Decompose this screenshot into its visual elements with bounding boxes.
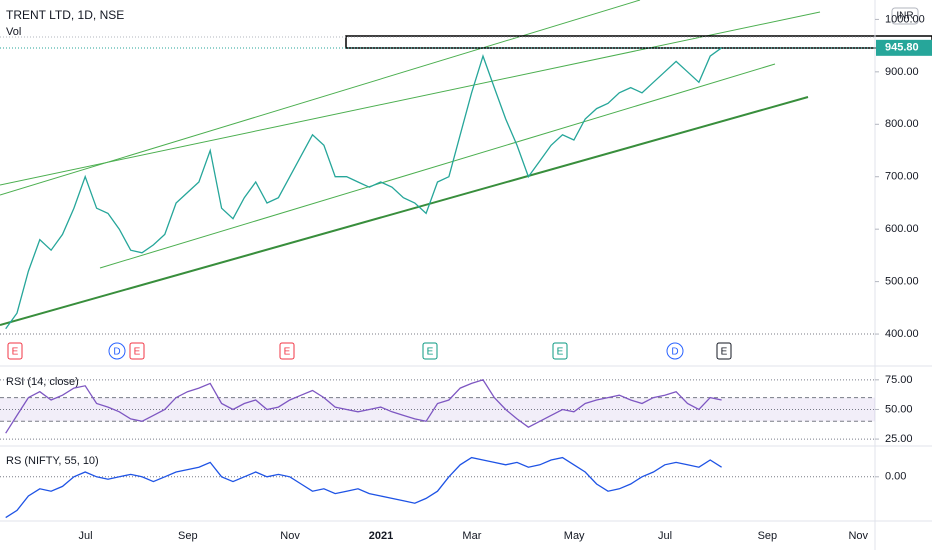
y-tick-label: 1000.00 (885, 13, 925, 25)
currency-badge[interactable] (891, 7, 919, 25)
last-price-label: 945.80 (885, 42, 919, 54)
symbol-title: TRENT LTD, 1D, NSE (6, 8, 124, 22)
series-line (5, 456, 722, 519)
trend-line (99, 63, 776, 269)
event-badge (716, 342, 732, 360)
x-tick-label: Sep (178, 530, 198, 542)
y-tick-label: 75.00 (885, 374, 913, 386)
last-price-box (876, 39, 932, 56)
y-tick-label: 50.00 (885, 403, 913, 415)
drawings (0, 0, 932, 326)
event-label: E (557, 347, 564, 358)
currency[interactable]: INR (896, 11, 913, 22)
event-badge (552, 342, 568, 360)
y-tick-label: 500.00 (885, 276, 919, 288)
event-label: E (134, 347, 141, 358)
event-label: D (671, 347, 678, 358)
trend-line (0, 96, 809, 326)
event-badge (7, 342, 23, 360)
trend-line (0, 11, 821, 186)
price-zone (345, 35, 932, 49)
event-label: E (427, 347, 434, 358)
event-badge (666, 342, 684, 360)
y-tick-label: 25.00 (885, 433, 913, 445)
y-tick-label: 0.00 (885, 471, 906, 483)
event-label: E (284, 347, 291, 358)
x-tick-label: Mar (462, 530, 481, 542)
y-tick-label: 600.00 (885, 223, 919, 235)
event-badge (108, 342, 126, 360)
x-tick-label: Jul (79, 530, 93, 542)
rsi-title: RSI (14, close) (6, 376, 79, 388)
x-tick-label: Nov (848, 530, 868, 542)
y-tick-label: 400.00 (885, 328, 919, 340)
x-tick-label: May (564, 530, 585, 542)
rsi-band (0, 397, 875, 422)
event-badge (279, 342, 295, 360)
x-tick-label: Nov (280, 530, 300, 542)
y-tick-label: 700.00 (885, 171, 919, 183)
event-label: E (721, 347, 728, 358)
x-tick-label: Jul (658, 530, 672, 542)
y-tick-label: 800.00 (885, 118, 919, 130)
rs-title: RS (NIFTY, 55, 10) (6, 455, 99, 467)
event-badge (129, 342, 145, 360)
event-label: E (12, 347, 19, 358)
x-tick-label: 2021 (369, 530, 393, 542)
x-tick-label: Sep (758, 530, 778, 542)
trend-line (0, 0, 641, 196)
event-label: D (113, 347, 120, 358)
event-badge (422, 342, 438, 360)
y-tick-label: 900.00 (885, 66, 919, 78)
series-line (5, 47, 722, 330)
series-line (5, 379, 722, 434)
volume-label: Vol (6, 26, 21, 38)
